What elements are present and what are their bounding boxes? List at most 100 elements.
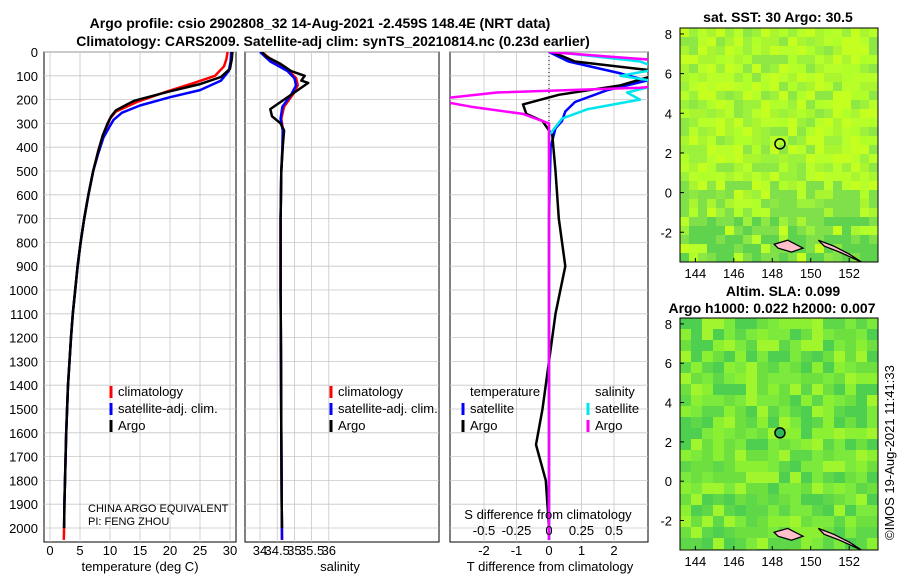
sst-cell [734,253,743,262]
sst-cell [707,82,716,91]
sla-cell [724,406,735,417]
sst-cell [761,37,770,46]
sla-cell [757,439,768,450]
sst-cell [761,208,770,217]
institution-note: CHINA ARGO EQUIVALENT [88,503,229,515]
legend-label-climatology: climatology [118,384,184,399]
sla-cell [768,373,779,384]
sla-cell [823,461,834,472]
sst-cell [707,172,716,181]
sla-cell [790,406,801,417]
sla-cell [790,417,801,428]
sst-cell [779,226,788,235]
sst-cell [680,64,689,73]
sst-cell [851,64,860,73]
sla-cell [757,373,768,384]
legend-label-climatology: climatology [338,384,404,399]
sst-cell [833,55,842,64]
sst-cell [725,91,734,100]
sst-cell [734,244,743,253]
temperature-legend: climatology satellite-adj. clim. Argo [109,384,218,433]
sst-cell [860,217,869,226]
sst-cell [689,253,698,262]
sla-cell [823,549,834,550]
sla-cell [746,329,757,340]
sst-cell [725,127,734,136]
sst-cell [698,244,707,253]
sla-cell [746,406,757,417]
sst-cell [707,226,716,235]
sst-cell [734,163,743,172]
sla-cell [823,351,834,362]
sst-cell [698,82,707,91]
sst-cell [860,28,869,37]
sst-cell [824,109,833,118]
sla-cell [790,351,801,362]
sla-cell [779,406,790,417]
sst-cell [851,100,860,109]
sla-cell [845,329,856,340]
sla-cell [845,428,856,439]
map-y-tick-label: 8 [665,27,672,42]
sla-cell [812,351,823,362]
sst-cell [806,226,815,235]
sst-cell [698,163,707,172]
sst-cell [689,64,698,73]
sla-cell [823,483,834,494]
sst-cell [833,253,842,262]
sst-cell [725,217,734,226]
sla-cell [823,384,834,395]
sst-cell [752,208,761,217]
sla-cell [702,318,713,329]
sst-cell [824,253,833,262]
sst-cell [860,199,869,208]
sst-cell [806,208,815,217]
sst-cell [833,100,842,109]
float-marker [774,138,786,150]
sla-cell [713,450,724,461]
sla-cell [801,351,812,362]
sst-cell [752,118,761,127]
sst-cell [698,46,707,55]
map-y-tick-label: 8 [665,317,672,332]
sla-cell [856,329,867,340]
sst-cell [779,199,788,208]
sla-cell [713,472,724,483]
sst-cell [806,145,815,154]
sla-cell [856,362,867,373]
map-y-tick-label: -2 [660,514,672,529]
sst-cell [842,190,851,199]
sla-cell [845,362,856,373]
sst-cell [851,226,860,235]
sla-cell [779,505,790,516]
sst-cell [842,46,851,55]
sst-cell [806,91,815,100]
sla-cell [746,362,757,373]
sla-cell [790,483,801,494]
s-difference-label: S difference from climatology [464,507,632,522]
s-tick-label: 0.5 [605,523,623,538]
temperature-x-axis: 0 5 10 15 20 25 30 [46,543,237,558]
sst-cell [752,100,761,109]
sst-cell [725,136,734,145]
sla-cell [790,362,801,373]
sla-cell [834,417,845,428]
sla-cell [790,318,801,329]
sst-cell [842,28,851,37]
sla-cell [757,351,768,362]
sla-cell [691,329,702,340]
sla-cell [812,373,823,384]
sla-cell [834,373,845,384]
sla-cell [823,362,834,373]
sla-cell [834,483,845,494]
sst-cell [788,253,797,262]
sla-cell [790,329,801,340]
sst-cell [815,145,824,154]
sst-cell [698,208,707,217]
sst-cell [779,235,788,244]
sla-cell [867,450,878,461]
sst-cell [716,208,725,217]
sst-cell [761,91,770,100]
salinity-legend: climatology satellite-adj. clim. Argo [329,384,438,433]
sst-cell [842,145,851,154]
